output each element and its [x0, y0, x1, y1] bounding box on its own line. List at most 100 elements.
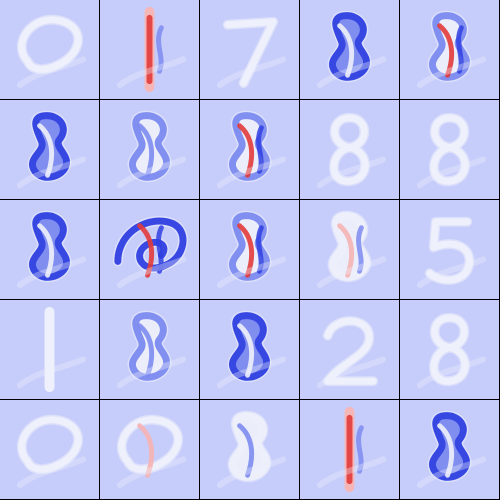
attribution-accent: [137, 323, 155, 378]
heatmap-tile: [200, 400, 299, 499]
glyph-shape: [426, 218, 473, 284]
ghost-stroke: [416, 156, 487, 189]
ghost-stroke: [416, 456, 487, 489]
heatmap-tile: [100, 400, 199, 499]
attribution-accent-secondary: [456, 25, 464, 74]
ghost-stroke: [16, 356, 87, 389]
ghost-stroke: [316, 256, 387, 289]
ghost-stroke: [316, 156, 387, 189]
tile-canvas: [200, 300, 299, 399]
ghost-stroke: [216, 256, 287, 289]
heatmap-tile: [200, 300, 299, 399]
tile-canvas: [400, 300, 499, 399]
tile-canvas: [300, 400, 399, 499]
heatmap-tile: [400, 200, 499, 299]
ghost-stroke: [416, 256, 487, 289]
tile-canvas: [300, 200, 399, 299]
heatmap-tile: [400, 100, 499, 199]
ghost-stroke: [16, 256, 87, 289]
tile-canvas: [100, 100, 199, 199]
attribution-accent-secondary: [256, 225, 264, 274]
tile-canvas: [200, 0, 299, 99]
ghost-stroke: [316, 56, 387, 89]
ghost-stroke: [116, 156, 187, 189]
ghost-stroke: [116, 256, 187, 289]
tile-canvas: [200, 400, 299, 499]
heatmap-tile: [0, 100, 99, 199]
tile-canvas: [0, 0, 99, 99]
tile-canvas: [300, 100, 399, 199]
attribution-accent: [37, 123, 55, 178]
attribution-accent-secondary: [356, 425, 364, 474]
heatmap-tile: [200, 100, 299, 199]
heatmap-tile: [400, 400, 499, 499]
heatmap-tile: [0, 300, 99, 399]
heatmap-tile: [300, 400, 399, 499]
tile-canvas: [100, 0, 199, 99]
attribution-accent-secondary: [156, 225, 164, 274]
ghost-stroke: [116, 56, 187, 89]
tile-canvas: [0, 200, 99, 299]
ghost-stroke: [16, 456, 87, 489]
ghost-stroke: [216, 356, 287, 389]
heatmap-tile: [0, 200, 99, 299]
tile-canvas: [200, 100, 299, 199]
tile-canvas: [400, 100, 499, 199]
heatmap-tile: [0, 400, 99, 499]
tile-canvas: [300, 300, 399, 399]
attribution-accent: [437, 423, 455, 478]
attribution-accent-secondary: [156, 25, 164, 74]
attribution-accent: [237, 423, 255, 478]
heatmap-tile: [400, 300, 499, 399]
heatmap-tile: [200, 200, 299, 299]
heatmap-tile: [100, 100, 199, 199]
glyph-shape: [18, 416, 82, 473]
heatmap-tile: [100, 200, 199, 299]
attribution-accent: [137, 223, 155, 278]
glyph-shape: [324, 317, 377, 385]
attribution-accent: [37, 223, 55, 278]
ghost-stroke: [216, 156, 287, 189]
tile-canvas: [400, 400, 499, 499]
attribution-accent: [237, 323, 255, 378]
tile-canvas: [100, 200, 199, 299]
heatmap-tile: [100, 300, 199, 399]
tile-background: [200, 0, 299, 99]
heatmap-tile: [200, 0, 299, 99]
ghost-stroke: [416, 56, 487, 89]
heatmap-tile: [300, 100, 399, 199]
tile-canvas: [0, 100, 99, 199]
attribution-accent: [337, 23, 355, 78]
ghost-stroke: [416, 356, 487, 389]
attribution-accent: [237, 223, 255, 278]
ghost-stroke: [216, 456, 287, 489]
tile-canvas: [400, 0, 499, 99]
tile-canvas: [100, 300, 199, 399]
attribution-accent: [437, 23, 455, 78]
ghost-stroke: [316, 356, 387, 389]
tile-canvas: [0, 400, 99, 499]
tile-canvas: [100, 400, 199, 499]
ghost-stroke: [16, 156, 87, 189]
heatmap-tile: [300, 300, 399, 399]
ghost-stroke: [216, 56, 287, 89]
attribution-accent: [237, 123, 255, 178]
heatmap-tile: [0, 0, 99, 99]
glyph-shape: [330, 114, 369, 185]
ghost-stroke: [116, 356, 187, 389]
glyph-shape: [224, 18, 277, 87]
heatmap-tile: [100, 0, 199, 99]
attribution-accent-secondary: [356, 225, 364, 274]
heatmap-tile: [300, 200, 399, 299]
attribution-accent: [337, 223, 355, 278]
tile-canvas: [200, 200, 299, 299]
tile-canvas: [0, 300, 99, 399]
heatmap-tile: [400, 0, 499, 99]
glyph-shape: [18, 16, 82, 73]
tile-canvas: [400, 200, 499, 299]
attribution-accent: [137, 423, 155, 478]
glyph-shape: [430, 314, 469, 385]
attribution-accent-secondary: [256, 125, 264, 174]
ghost-stroke: [116, 456, 187, 489]
